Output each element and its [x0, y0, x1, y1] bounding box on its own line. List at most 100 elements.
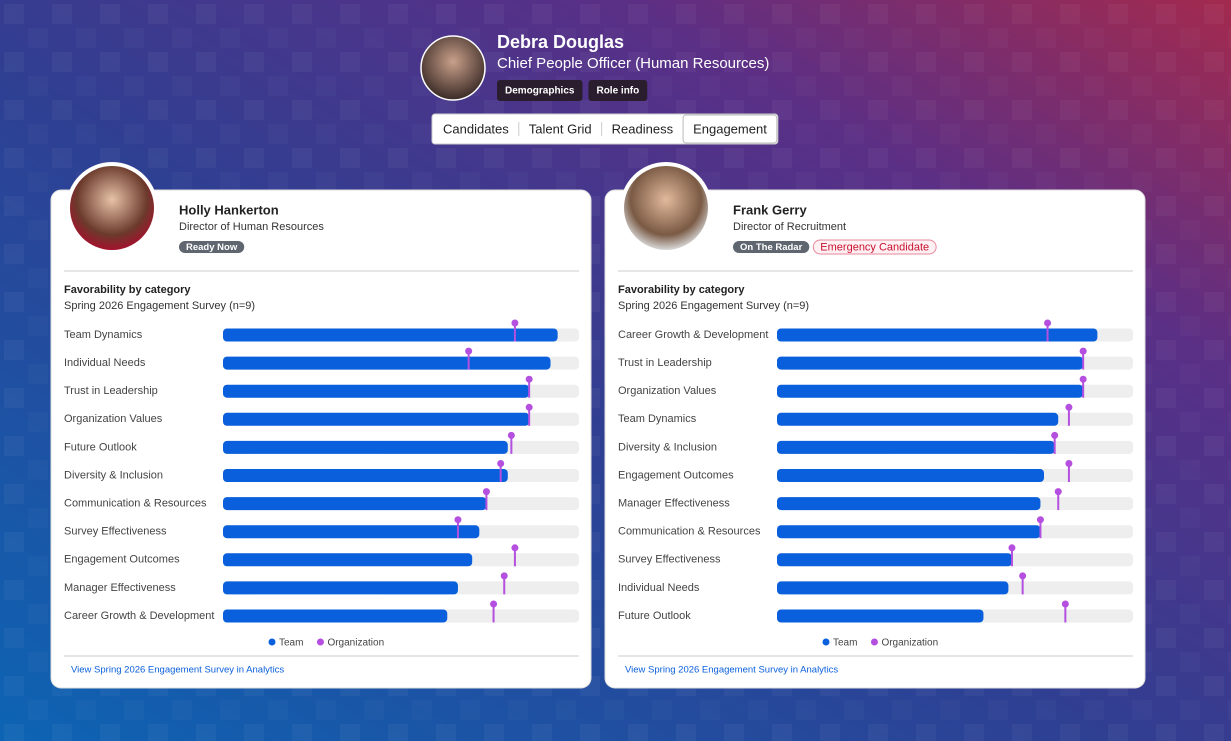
status-badge-bg — [733, 241, 810, 253]
category-label: Communication & Resources — [618, 526, 761, 538]
category-label: Engagement Outcomes — [618, 469, 734, 481]
team-bar — [777, 525, 1041, 539]
team-bar — [777, 609, 984, 623]
organization-marker — [1051, 431, 1059, 454]
status-badge-label: On The Radar — [740, 242, 803, 253]
marker-head — [511, 544, 519, 552]
organization-marker — [511, 319, 519, 342]
team-bar — [777, 440, 1055, 454]
organization-marker — [1079, 375, 1087, 398]
team-bar — [223, 581, 458, 595]
tag-bg — [497, 80, 583, 101]
legend-swatch — [870, 638, 878, 646]
marker-head — [1054, 488, 1062, 496]
analytics-link[interactable]: View Spring 2026 Engagement Survey in An… — [625, 665, 838, 676]
marker-head — [1051, 431, 1059, 439]
analytics-link[interactable]: View Spring 2026 Engagement Survey in An… — [71, 665, 284, 676]
marker-head — [1061, 600, 1069, 608]
cards: Holly Hankerton Director of Human Resourc… — [50, 162, 1146, 689]
card-name: Frank Gerry — [733, 202, 807, 217]
tab[interactable]: Engagement — [682, 114, 778, 144]
legend-label: Organization — [881, 638, 938, 649]
team-bar — [223, 328, 558, 342]
category-label: Team Dynamics — [64, 329, 143, 341]
legend-swatch — [822, 638, 830, 646]
card-avatar — [70, 166, 154, 250]
card-avatar — [624, 166, 708, 250]
organization-marker — [1036, 516, 1044, 539]
chart-title: Favorability by category — [64, 284, 191, 296]
category-label: Career Growth & Development — [618, 329, 768, 341]
category-label: Organization Values — [64, 413, 163, 425]
tab-label: Readiness — [612, 121, 674, 136]
marker-head — [1036, 516, 1044, 524]
category-label: Future Outlook — [64, 441, 137, 453]
marker-head — [1019, 572, 1027, 580]
tab-bar: Candidates Talent Grid Readiness Engagement — [431, 113, 779, 145]
category-label: Engagement Outcomes — [64, 554, 180, 566]
tab[interactable]: Candidates — [433, 115, 519, 143]
team-bar — [777, 412, 1059, 426]
card-title: Director of Human Resources — [179, 221, 324, 233]
chart-title: Favorability by category — [618, 284, 745, 296]
marker-head — [497, 460, 505, 467]
marker-head — [1008, 544, 1016, 552]
team-bar — [223, 525, 480, 539]
organization-marker — [1008, 544, 1016, 567]
tag[interactable]: Role info — [588, 80, 648, 101]
category-label: Team Dynamics — [618, 413, 697, 425]
status-badge-label: Emergency Candidate — [820, 241, 929, 253]
status-badge: On The Radar — [733, 241, 810, 253]
category-label: Career Growth & Development — [64, 610, 214, 622]
marker-head — [1065, 460, 1073, 467]
tab[interactable]: Talent Grid — [519, 115, 602, 143]
category-label: Diversity & Inclusion — [618, 441, 717, 453]
category-label: Trust in Leadership — [64, 385, 158, 397]
marker-head — [1065, 403, 1073, 411]
tab-label: Candidates — [443, 121, 509, 136]
team-bar — [223, 356, 551, 370]
card-name: Holly Hankerton — [179, 202, 279, 217]
organization-marker — [490, 600, 498, 623]
profile-tags: Demographics Role info — [497, 80, 648, 101]
organization-marker — [1065, 403, 1073, 426]
marker-head — [490, 600, 498, 608]
tag-label: Demographics — [505, 86, 575, 97]
tab-label: Talent Grid — [529, 121, 592, 136]
organization-marker — [465, 347, 473, 370]
card-title: Director of Recruitment — [733, 221, 846, 233]
team-bar — [223, 412, 530, 426]
marker-head — [454, 516, 462, 524]
tag[interactable]: Demographics — [497, 80, 583, 101]
team-bar — [223, 384, 530, 398]
marker-head — [511, 319, 519, 327]
legend-label: Team — [833, 638, 857, 649]
category-label: Diversity & Inclusion — [64, 469, 163, 481]
category-label: Manager Effectiveness — [618, 498, 730, 510]
category-label: Communication & Resources — [64, 498, 207, 510]
profile-avatar — [420, 35, 486, 101]
organization-marker — [511, 544, 519, 567]
organization-marker — [454, 516, 462, 539]
team-bar — [777, 553, 1012, 567]
category-label: Future Outlook — [618, 610, 691, 622]
organization-marker — [525, 403, 533, 426]
tab[interactable]: Readiness — [602, 115, 683, 143]
team-bar — [777, 581, 1009, 595]
team-bar — [777, 469, 1044, 482]
status-badge-label: Ready Now — [186, 242, 238, 253]
legend-swatch — [268, 638, 276, 646]
category-label: Survey Effectiveness — [618, 554, 721, 566]
marker-head — [482, 488, 490, 496]
team-bar — [777, 356, 1084, 370]
tag-label: Role info — [596, 86, 639, 97]
marker-head — [525, 375, 533, 383]
status-badge-bg — [812, 239, 937, 255]
marker-head — [500, 572, 508, 580]
organization-marker — [1079, 347, 1087, 370]
team-bar — [223, 609, 448, 623]
organization-marker — [1044, 319, 1052, 342]
marker-head — [525, 403, 533, 411]
team-bar — [777, 328, 1098, 342]
